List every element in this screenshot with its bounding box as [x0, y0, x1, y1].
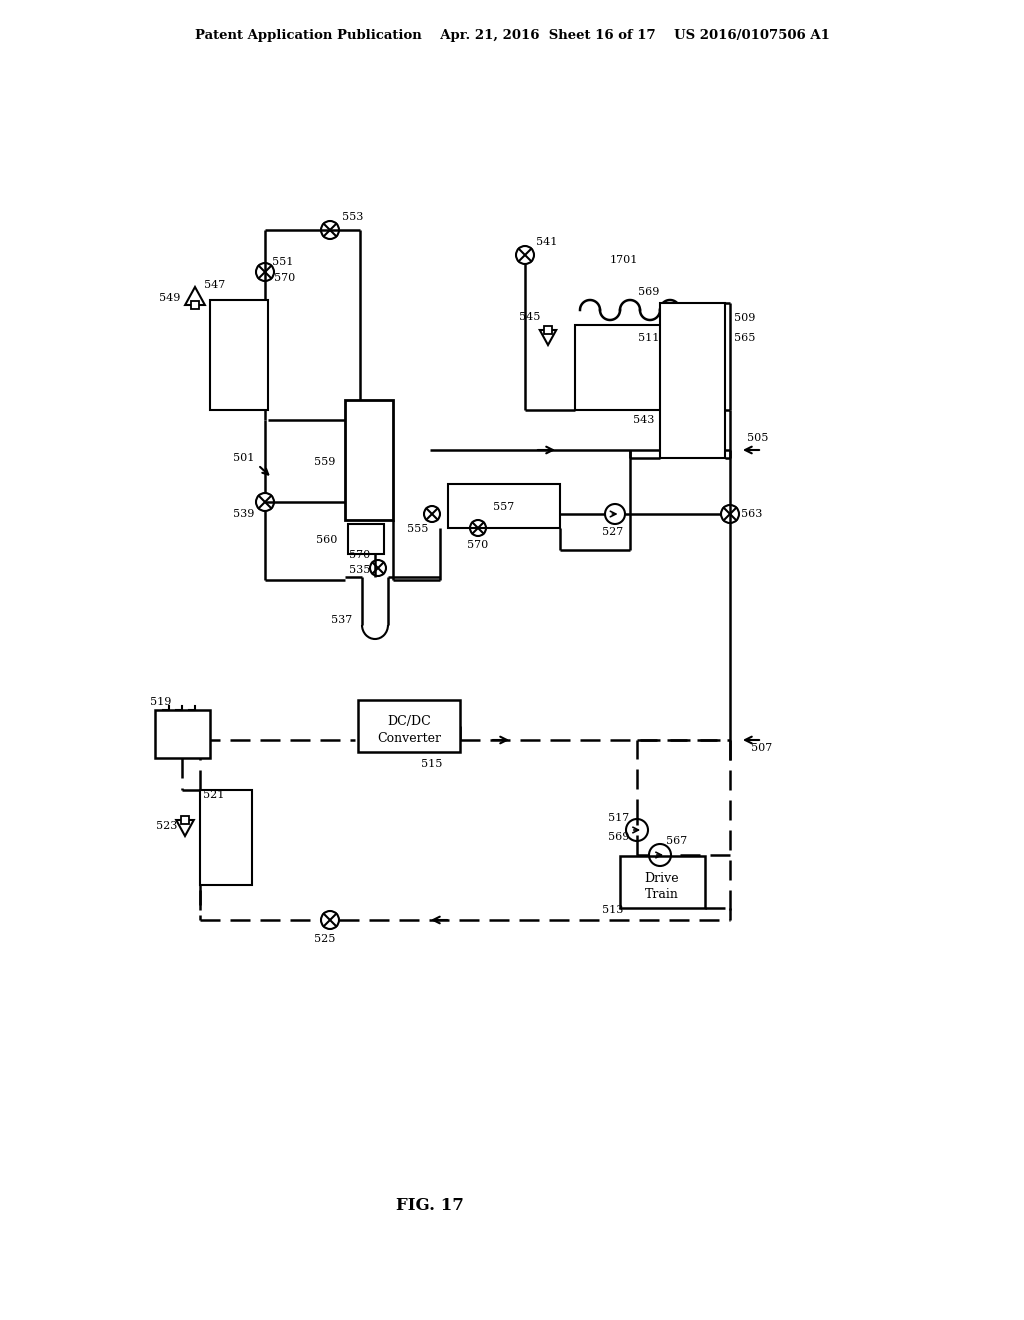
Text: 515: 515: [421, 759, 442, 770]
Text: 559: 559: [314, 457, 336, 467]
Text: 569: 569: [638, 286, 659, 297]
Bar: [358, 700, 460, 752]
Text: 517: 517: [608, 813, 630, 822]
Text: 563: 563: [741, 510, 763, 519]
Bar: [210, 300, 268, 411]
Text: Drive: Drive: [645, 873, 679, 886]
Text: DC/DC: DC/DC: [387, 715, 431, 729]
Text: 539: 539: [233, 510, 255, 519]
Text: 570: 570: [274, 273, 296, 282]
Bar: [449, 484, 560, 528]
Bar: [348, 524, 384, 554]
Text: Train: Train: [645, 887, 679, 900]
Text: Patent Application Publication    Apr. 21, 2016  Sheet 16 of 17    US 2016/01075: Patent Application Publication Apr. 21, …: [195, 29, 829, 41]
Bar: [345, 400, 393, 520]
Text: 570: 570: [349, 550, 371, 560]
Text: 545: 545: [519, 312, 541, 322]
Text: FIG. 17: FIG. 17: [396, 1196, 464, 1213]
Bar: [660, 304, 725, 458]
Text: 569: 569: [608, 832, 630, 842]
Text: 527: 527: [602, 527, 624, 537]
Polygon shape: [176, 820, 194, 836]
Bar: [155, 710, 210, 758]
Text: 505: 505: [748, 433, 769, 444]
Bar: [200, 789, 252, 884]
Text: 549: 549: [160, 293, 180, 304]
Text: 507: 507: [752, 743, 773, 752]
Text: 543: 543: [633, 414, 654, 425]
Text: 513: 513: [602, 906, 624, 915]
Polygon shape: [540, 330, 556, 345]
Bar: [191, 301, 199, 309]
Bar: [620, 855, 705, 908]
Text: 501: 501: [232, 453, 254, 463]
Text: 509: 509: [734, 313, 756, 323]
Text: 1701: 1701: [610, 255, 638, 265]
Text: 570: 570: [467, 540, 488, 550]
Bar: [181, 816, 189, 824]
Text: 541: 541: [537, 238, 558, 247]
Polygon shape: [185, 286, 205, 305]
Text: 553: 553: [342, 213, 364, 222]
Text: 567: 567: [667, 836, 688, 846]
Text: 535: 535: [349, 565, 371, 576]
Text: 511: 511: [638, 333, 659, 343]
Text: 555: 555: [408, 524, 429, 535]
Text: 547: 547: [205, 280, 225, 290]
Text: 525: 525: [314, 935, 336, 944]
Text: 537: 537: [332, 615, 352, 624]
Text: 551: 551: [272, 257, 294, 267]
Bar: [544, 326, 552, 334]
Text: 521: 521: [204, 789, 224, 800]
Text: 557: 557: [494, 502, 515, 512]
Text: 565: 565: [734, 333, 756, 343]
Text: Converter: Converter: [377, 733, 441, 746]
Text: 560: 560: [316, 535, 338, 545]
Text: 519: 519: [150, 697, 171, 708]
Text: 523: 523: [157, 821, 178, 832]
Bar: [575, 325, 670, 411]
